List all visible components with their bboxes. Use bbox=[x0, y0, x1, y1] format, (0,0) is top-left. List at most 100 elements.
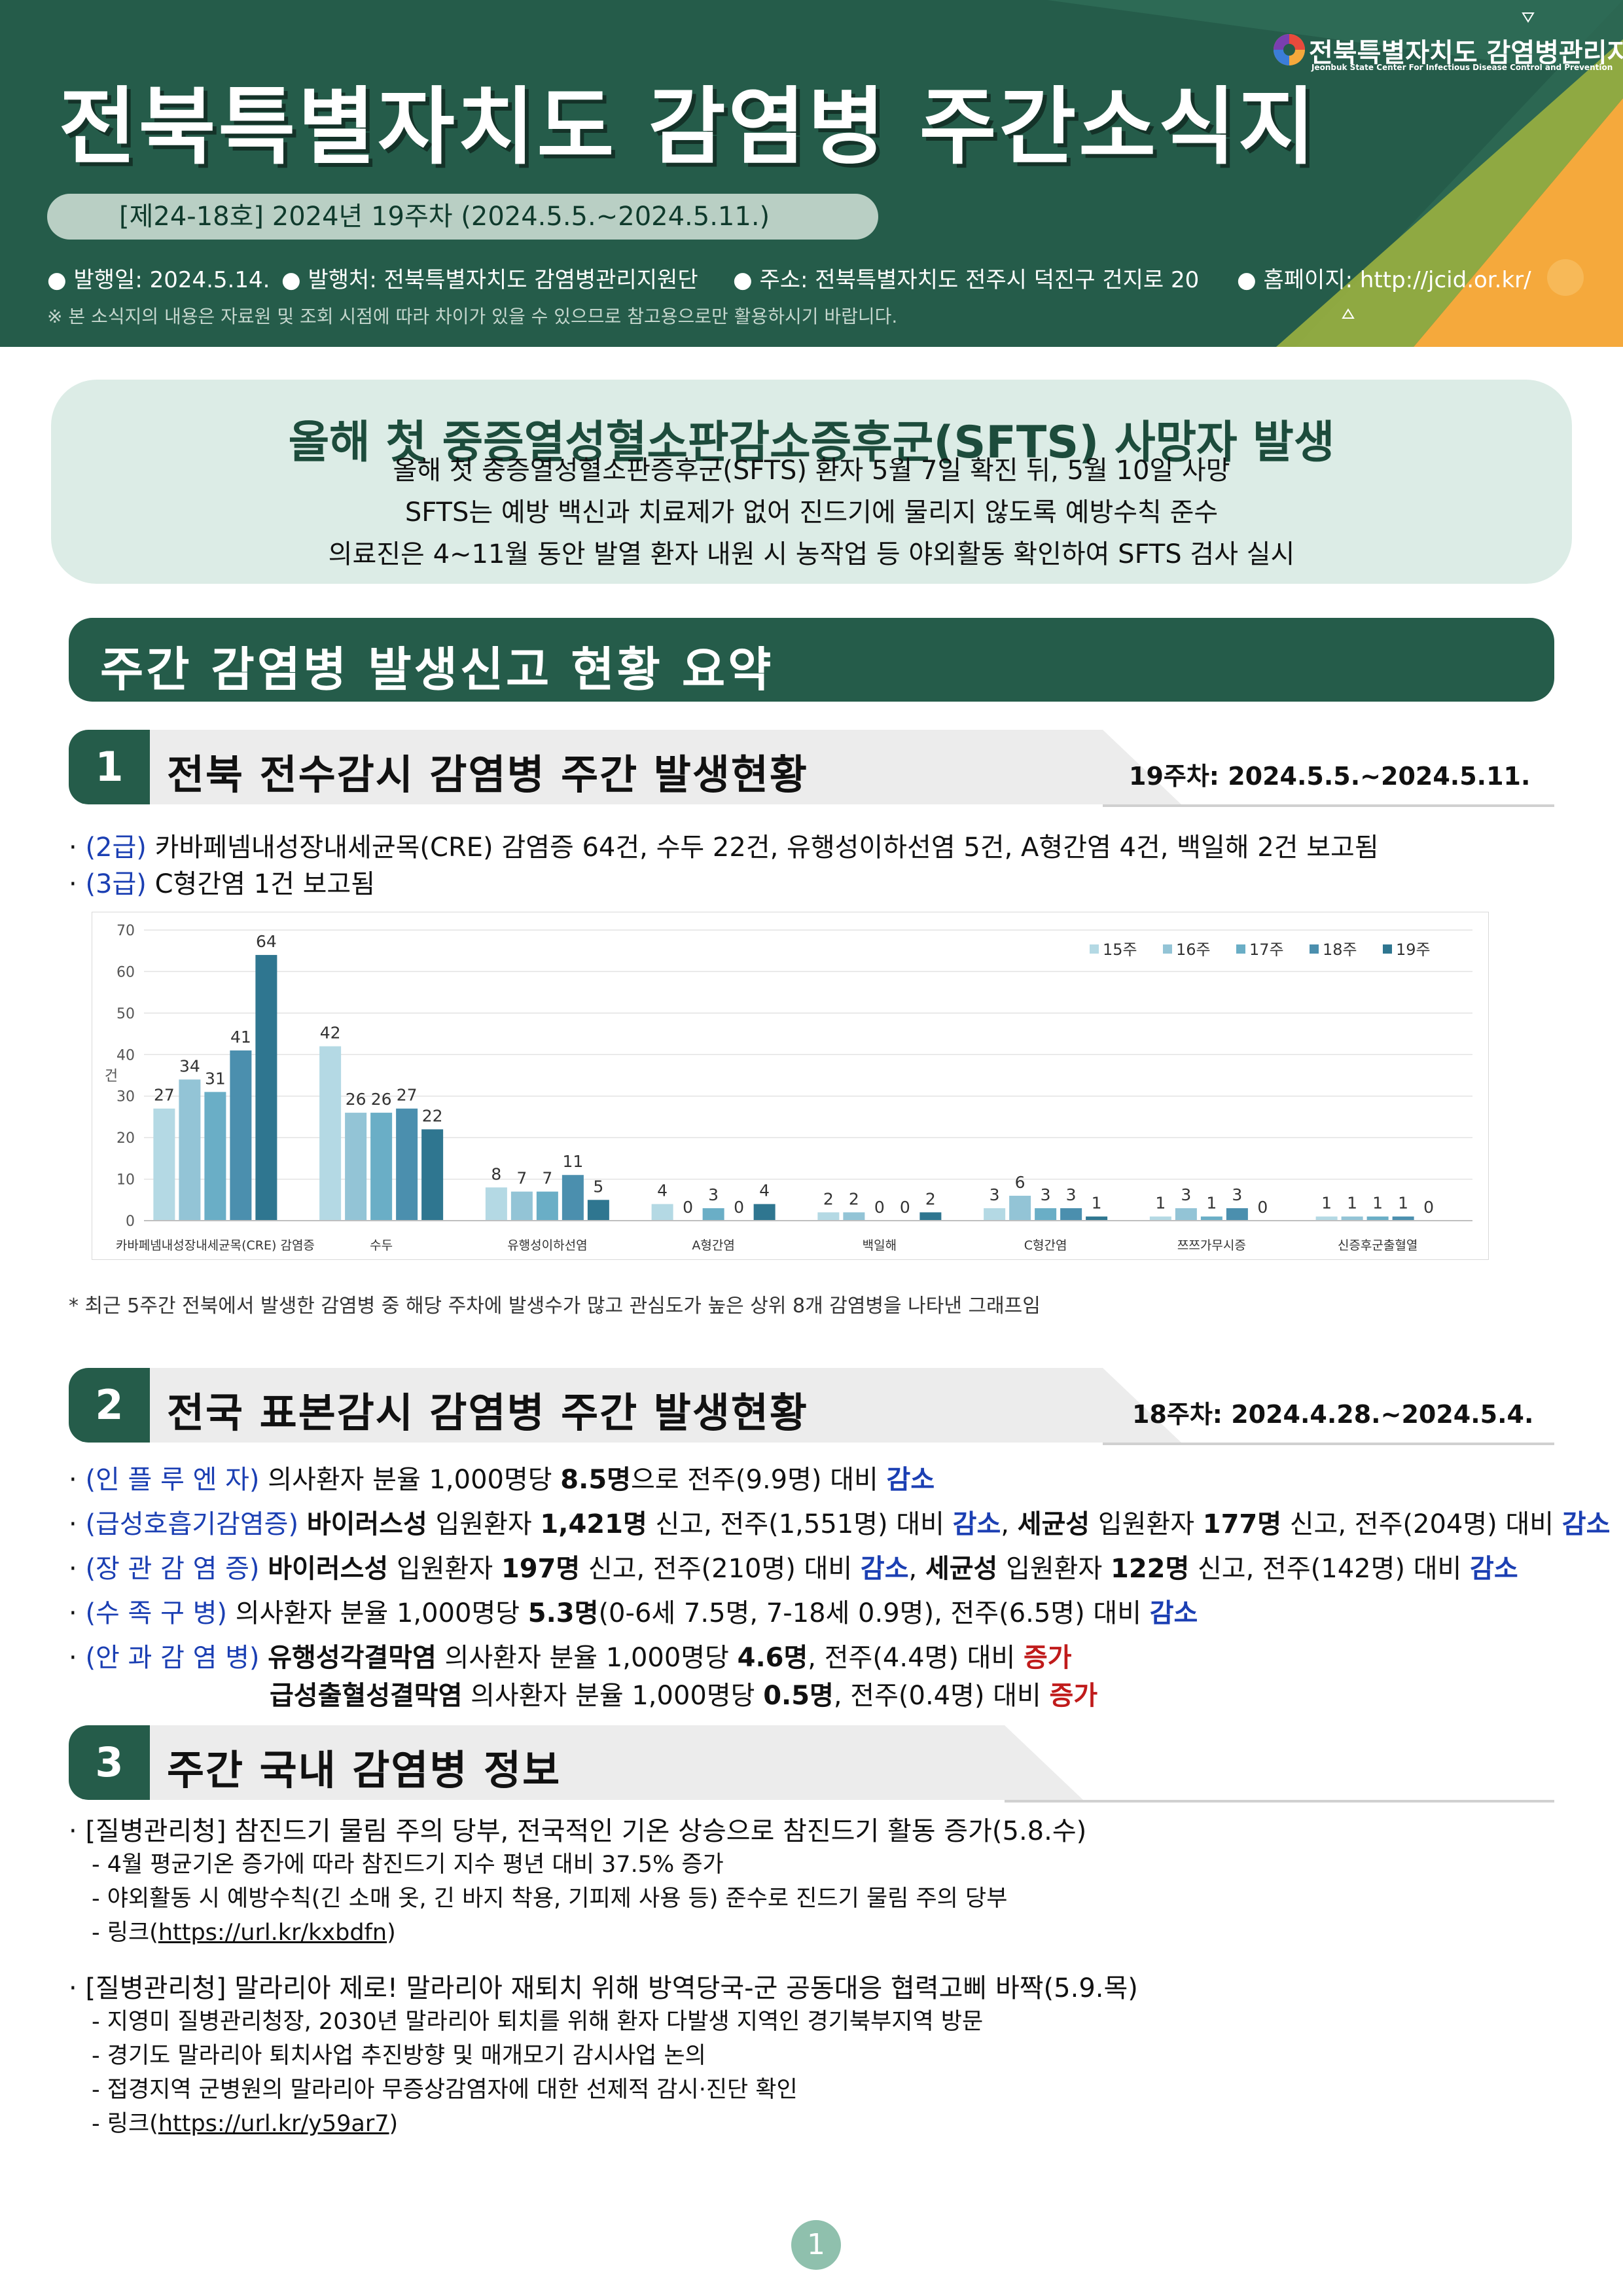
section2-item: · (인 플 루 엔 자) 의사환자 분율 1,000명당 8.5명으로 전주(… bbox=[69, 1465, 935, 1495]
orange-dot bbox=[1547, 259, 1584, 296]
item-text-part: 감소 bbox=[1470, 1554, 1518, 1584]
disclaimer-note: ※ 본 소식지의 내용은 자료원 및 조회 시점에 따라 차이가 있을 수 있으… bbox=[47, 306, 898, 327]
news-headline: · [질병관리청] 말라리아 제로! 말라리아 재퇴치 위해 방역당국-군 공동… bbox=[69, 1973, 1138, 2003]
item-text-part: 신고, 전주(142명) 대비 bbox=[1189, 1554, 1471, 1584]
section1-line-grade3: · (3급) C형간염 1건 보고됨 bbox=[69, 869, 376, 899]
legend-label: 16주 bbox=[1176, 941, 1211, 959]
org-logo-icon bbox=[1274, 34, 1305, 65]
bar-17주 bbox=[1366, 1216, 1389, 1221]
meta-homepage[interactable]: ● 홈페이지: http://jcid.or.kr/ bbox=[1237, 267, 1531, 293]
item-text-part: , bbox=[1001, 1509, 1018, 1539]
item-text-part: 신고, 전주(1,551명) 대비 bbox=[647, 1509, 953, 1539]
item-text-part: , bbox=[908, 1554, 925, 1584]
item-text-part: 증가 bbox=[1049, 1681, 1098, 1711]
legend-swatch bbox=[1236, 944, 1245, 954]
news-link[interactable]: https://url.kr/y59ar7 bbox=[158, 2111, 389, 2137]
grade-label: (2급) bbox=[85, 833, 147, 863]
item-text-part: 신고, 전주(210명) 대비 bbox=[580, 1554, 861, 1584]
section1-heading: 1 전북 전수감시 감염병 주간 발생현황 19주차: 2024.5.5.~20… bbox=[69, 730, 1554, 808]
data-label: 2 bbox=[925, 1189, 936, 1208]
data-label: 64 bbox=[256, 932, 277, 951]
section2-heading-band bbox=[150, 1368, 1554, 1445]
homepage-link[interactable]: 홈페이지: http://jcid.or.kr/ bbox=[1263, 267, 1531, 293]
data-label: 1 bbox=[1398, 1194, 1408, 1213]
item-text-part: 세균성 bbox=[1017, 1509, 1090, 1539]
x-category-label: 수두 bbox=[370, 1238, 393, 1253]
chart-frame bbox=[92, 912, 1489, 1260]
news-link-line: - 링크(https://url.kr/kxbdfn) bbox=[92, 1920, 396, 1946]
item-text-part: 으로 전주(9.9명) 대비 bbox=[630, 1465, 887, 1495]
bar-19주 bbox=[1086, 1216, 1108, 1221]
data-label: 0 bbox=[683, 1198, 693, 1217]
data-label: 27 bbox=[154, 1086, 175, 1105]
bar-15주 bbox=[319, 1046, 342, 1221]
item-text-part: 신고, 전주(204명) 대비 bbox=[1281, 1509, 1562, 1539]
bar-17주 bbox=[536, 1191, 558, 1221]
x-category-label: 유행성이하선염 bbox=[507, 1238, 587, 1253]
section1-title: 전북 전수감시 감염병 주간 발생현황 bbox=[167, 751, 808, 798]
bar-18주 bbox=[1060, 1208, 1082, 1221]
data-label: 7 bbox=[516, 1169, 527, 1188]
bar-19주 bbox=[255, 955, 277, 1221]
data-label: 8 bbox=[491, 1164, 501, 1183]
bar-16주 bbox=[345, 1113, 367, 1221]
section2-heading: 2 전국 표본감시 감염병 주간 발생현황 18주차: 2024.4.28.~2… bbox=[69, 1368, 1554, 1446]
data-label: 0 bbox=[1423, 1198, 1434, 1217]
item-text-part: 의사환자 분율 1,000명당 bbox=[235, 1598, 528, 1628]
item-text-part: 입원환자 bbox=[997, 1554, 1111, 1584]
item-text-part: , 전주(4.4명) 대비 bbox=[808, 1643, 1024, 1673]
section2-item: 급성출혈성결막염 의사환자 분율 1,000명당 0.5명, 전주(0.4명) … bbox=[270, 1674, 1097, 1712]
bar-18주 bbox=[1226, 1208, 1248, 1221]
item-label: (인 플 루 엔 자) bbox=[85, 1465, 260, 1495]
item-text-part: 177명 bbox=[1202, 1509, 1282, 1539]
data-label: 2 bbox=[849, 1189, 859, 1208]
section2-item: · (장 관 감 염 증) 바이러스성 입원환자 197명 신고, 전주(210… bbox=[69, 1554, 1518, 1584]
item-text-part: 바이러스성 bbox=[306, 1509, 427, 1539]
item-text-part: 입원환자 bbox=[388, 1554, 501, 1584]
bar-18주 bbox=[230, 1050, 252, 1221]
section1-line-grade2: · (2급) 카바페넴내성장내세균목(CRE) 감염증 64건, 수두 22건,… bbox=[69, 833, 1379, 863]
legend-label: 15주 bbox=[1103, 941, 1137, 959]
newsletter-title: 전북특별자치도 감염병 주간소식지 bbox=[59, 79, 1318, 176]
data-label: 5 bbox=[593, 1177, 603, 1196]
bar-16주 bbox=[1009, 1195, 1031, 1221]
bar-15주 bbox=[1149, 1216, 1171, 1221]
item-text-part: 입원환자 bbox=[1090, 1509, 1203, 1539]
bar-15주 bbox=[1315, 1216, 1338, 1221]
data-label: 4 bbox=[657, 1181, 668, 1200]
data-label: 26 bbox=[371, 1090, 392, 1109]
bar-16주 bbox=[179, 1079, 201, 1221]
legend-swatch bbox=[1310, 944, 1319, 954]
item-text-part: 8.5명 bbox=[560, 1465, 631, 1495]
item-text-part: 의사환자 분율 1,000명당 bbox=[268, 1465, 561, 1495]
section1-heading-band bbox=[150, 730, 1554, 807]
news-bullet: - 야외활동 시 예방수칙(긴 소매 옷, 긴 바지 착용, 기피제 사용 등)… bbox=[92, 1886, 1008, 1912]
legend-swatch bbox=[1090, 944, 1099, 954]
grade-text: 카바페넴내성장내세균목(CRE) 감염증 64건, 수두 22건, 유행성이하선… bbox=[154, 833, 1379, 863]
meta-issued: ● 발행일: 2024.5.14. bbox=[47, 267, 270, 293]
news-link[interactable]: https://url.kr/kxbdfn bbox=[158, 1920, 387, 1946]
banner-line: SFTS는 예방 백신과 치료제가 없어 진드기에 물리지 않도록 예방수칙 준… bbox=[404, 497, 1219, 528]
item-text-part: 감소 bbox=[860, 1554, 909, 1584]
legend-swatch bbox=[1383, 944, 1392, 954]
bar-16주 bbox=[510, 1191, 533, 1221]
data-label: 7 bbox=[542, 1169, 552, 1188]
bar-18주 bbox=[562, 1175, 584, 1221]
grade-text: C형간염 1건 보고됨 bbox=[154, 869, 376, 899]
data-label: 31 bbox=[205, 1069, 226, 1088]
y-tick-label: 50 bbox=[116, 1006, 135, 1022]
item-text-part: 0.5명 bbox=[763, 1681, 834, 1711]
section1-number: 1 bbox=[69, 730, 150, 804]
data-label: 34 bbox=[179, 1056, 200, 1075]
data-label: 3 bbox=[1066, 1185, 1077, 1204]
bar-17주 bbox=[702, 1208, 724, 1221]
news-headline-text: [질병관리청] 참진드기 물림 주의 당부, 전국적인 기온 상승으로 참진드기… bbox=[85, 1816, 1087, 1846]
news-bullet: - 접경지역 군병원의 말라리아 무증상감염자에 대한 선제적 감시·진단 확인 bbox=[92, 2077, 798, 2103]
item-text-part: 197명 bbox=[501, 1554, 580, 1584]
meta-address: ● 주소: 전북특별자치도 전주시 덕진구 건지로 20 bbox=[733, 267, 1200, 293]
item-text-part: 122명 bbox=[1111, 1554, 1190, 1584]
data-label: 6 bbox=[1015, 1173, 1026, 1192]
issued-date: 발행일: 2024.5.14. bbox=[73, 267, 270, 293]
